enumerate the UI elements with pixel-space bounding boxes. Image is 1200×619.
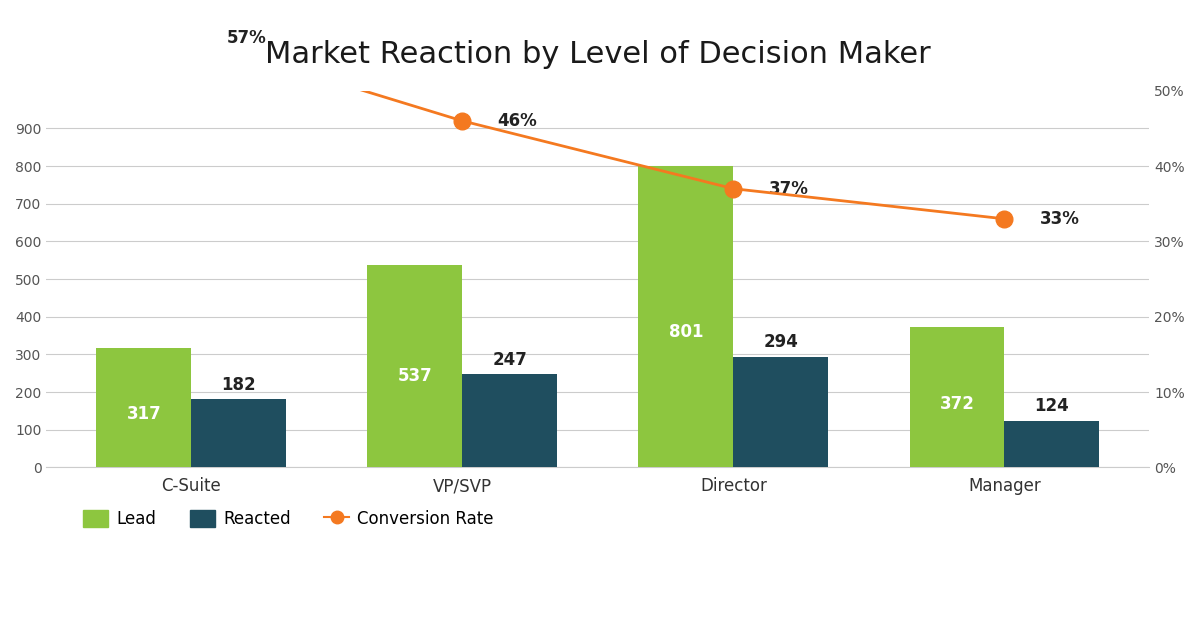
Text: 317: 317	[126, 405, 161, 423]
Bar	[638, 166, 733, 467]
Text: 46%: 46%	[498, 112, 538, 130]
Bar	[96, 348, 191, 467]
Bar	[191, 399, 286, 467]
Bar	[733, 357, 828, 467]
Text: 57%: 57%	[227, 29, 266, 47]
Text: 801: 801	[668, 322, 703, 340]
Text: 247: 247	[492, 351, 527, 369]
Title: Market Reaction by Level of Decision Maker: Market Reaction by Level of Decision Mak…	[265, 40, 931, 69]
Text: 33%: 33%	[1039, 210, 1080, 228]
Bar	[367, 265, 462, 467]
Bar	[462, 374, 557, 467]
Bar	[1004, 421, 1099, 467]
Text: 37%: 37%	[768, 180, 809, 197]
Text: 294: 294	[763, 334, 798, 352]
Text: 124: 124	[1034, 397, 1069, 415]
Text: 372: 372	[940, 396, 974, 413]
Bar	[910, 327, 1004, 467]
Text: 537: 537	[397, 368, 432, 386]
Legend: Lead, Reacted, Conversion Rate: Lead, Reacted, Conversion Rate	[77, 503, 500, 534]
Text: 182: 182	[221, 376, 256, 394]
